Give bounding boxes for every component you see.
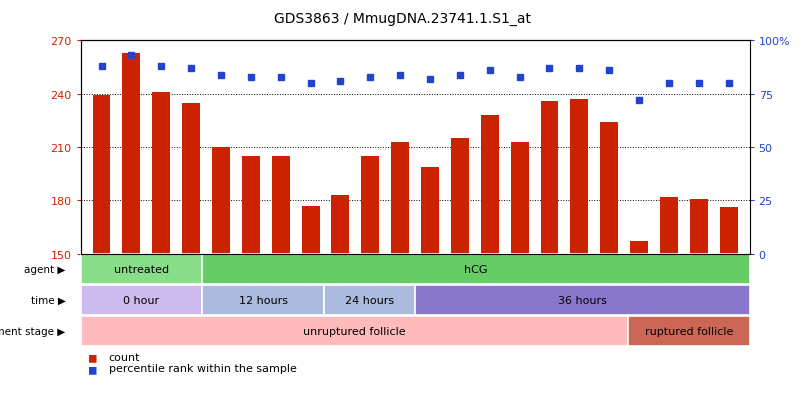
- Text: 36 hours: 36 hours: [558, 295, 607, 306]
- Bar: [81, 316, 628, 346]
- Text: untreated: untreated: [114, 264, 169, 275]
- Text: ■: ■: [89, 362, 96, 375]
- Text: percentile rank within the sample: percentile rank within the sample: [109, 363, 297, 373]
- Text: 24 hours: 24 hours: [345, 295, 394, 306]
- Bar: [93, 96, 110, 254]
- Bar: [415, 286, 750, 316]
- Text: unruptured follicle: unruptured follicle: [303, 326, 405, 337]
- Bar: [81, 286, 202, 316]
- Bar: [182, 103, 200, 254]
- Text: ■: ■: [89, 351, 96, 364]
- Bar: [720, 208, 737, 254]
- Bar: [421, 167, 439, 254]
- Text: ruptured follicle: ruptured follicle: [645, 326, 733, 337]
- Bar: [123, 54, 140, 254]
- Text: 0 hour: 0 hour: [123, 295, 160, 306]
- Text: agent ▶: agent ▶: [24, 264, 65, 275]
- Bar: [451, 139, 469, 254]
- Text: GDS3863 / MmugDNA.23741.1.S1_at: GDS3863 / MmugDNA.23741.1.S1_at: [275, 12, 531, 26]
- Bar: [152, 93, 170, 254]
- Bar: [202, 254, 750, 284]
- Bar: [242, 157, 260, 254]
- Bar: [690, 199, 708, 254]
- Bar: [541, 102, 559, 254]
- Bar: [660, 197, 678, 254]
- Text: 12 hours: 12 hours: [239, 295, 288, 306]
- Bar: [301, 206, 319, 254]
- Bar: [600, 123, 618, 254]
- Bar: [272, 157, 289, 254]
- Bar: [511, 142, 529, 254]
- Text: time ▶: time ▶: [31, 295, 65, 306]
- Bar: [361, 157, 380, 254]
- Bar: [81, 254, 202, 284]
- Bar: [202, 286, 324, 316]
- Text: count: count: [109, 352, 140, 362]
- Bar: [571, 100, 588, 254]
- Bar: [391, 142, 409, 254]
- Text: development stage ▶: development stage ▶: [0, 326, 65, 337]
- Bar: [212, 147, 230, 254]
- Text: hCG: hCG: [464, 264, 488, 275]
- Bar: [331, 195, 349, 254]
- Bar: [628, 316, 750, 346]
- Bar: [630, 242, 648, 254]
- Bar: [481, 116, 499, 254]
- Bar: [324, 286, 415, 316]
